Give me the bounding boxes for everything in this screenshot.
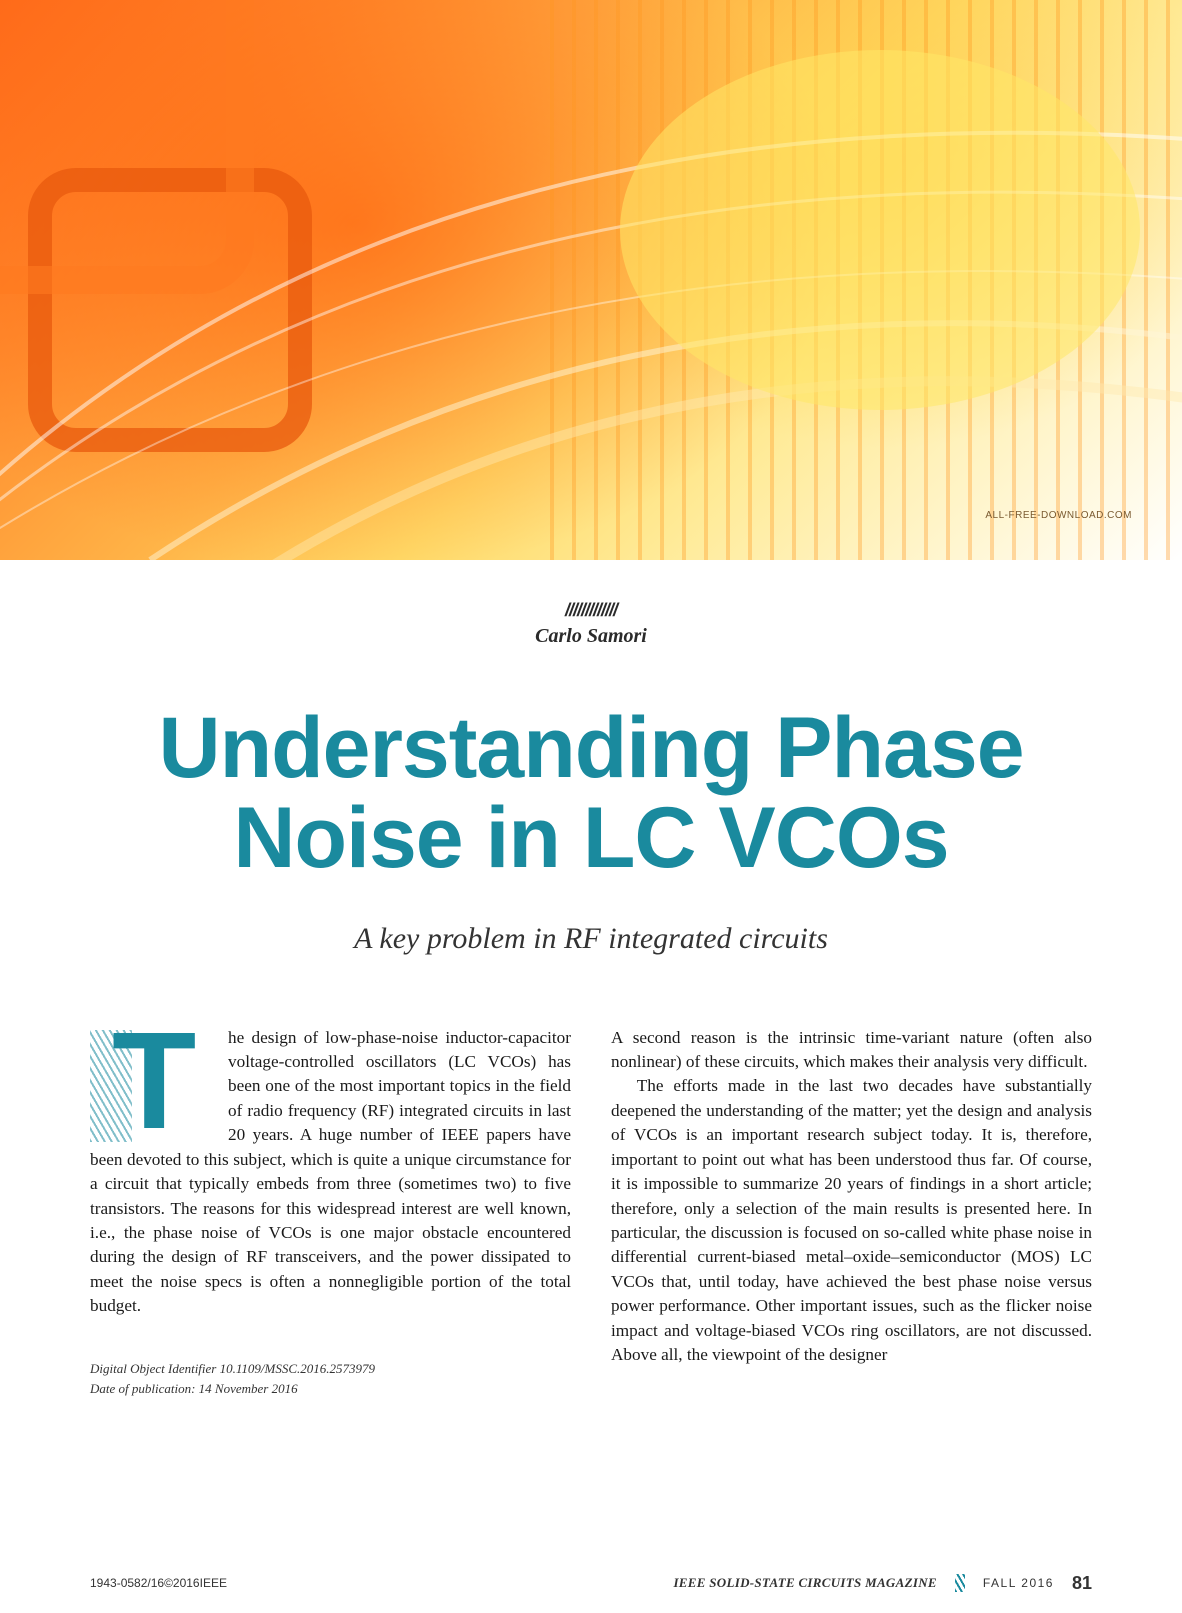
article-subtitle: A key problem in RF integrated circuits [0, 922, 1182, 956]
page-number: 81 [1072, 1573, 1092, 1594]
body-columns: T he design of low-phase-noise inductor-… [0, 1026, 1182, 1401]
dropcap-letter: T [112, 1012, 196, 1150]
doi-line: Digital Object Identifier 10.1109/MSSC.2… [90, 1359, 571, 1380]
page-footer: 1943-0582/16©2016IEEE IEEE SOLID-STATE C… [0, 1553, 1182, 1613]
magazine-name: IEEE SOLID-STATE CIRCUITS MAGAZINE [673, 1575, 936, 1591]
hero-attribution: ALL-FREE-DOWNLOAD.COM [985, 510, 1132, 521]
dropcap-container: T [90, 1030, 220, 1142]
right-paragraph-1: A second reason is the intrinsic time-va… [611, 1026, 1092, 1075]
author-name: Carlo Samori [0, 625, 1182, 648]
article-title: Understanding Phase Noise in LC VCOs [0, 703, 1182, 884]
footer-right: IEEE SOLID-STATE CIRCUITS MAGAZINE FALL … [673, 1573, 1092, 1594]
footer-ornament-icon [955, 1574, 965, 1592]
title-line-2: Noise in LC VCOs [233, 790, 948, 886]
left-column: T he design of low-phase-noise inductor-… [90, 1026, 571, 1401]
footer-issn: 1943-0582/16©2016IEEE [90, 1576, 227, 1590]
article-meta: Digital Object Identifier 10.1109/MSSC.2… [90, 1359, 571, 1401]
right-paragraph-2: The efforts made in the last two decades… [611, 1074, 1092, 1367]
title-line-1: Understanding Phase [158, 700, 1023, 796]
issue-label: FALL 2016 [983, 1576, 1054, 1590]
right-column: A second reason is the intrinsic time-va… [611, 1026, 1092, 1401]
hero-graphic: ALL-FREE-DOWNLOAD.COM [0, 0, 1182, 560]
pubdate-line: Date of publication: 14 November 2016 [90, 1379, 571, 1400]
author-ornament: ///////////// [0, 600, 1182, 621]
author-block: ///////////// Carlo Samori [0, 600, 1182, 648]
